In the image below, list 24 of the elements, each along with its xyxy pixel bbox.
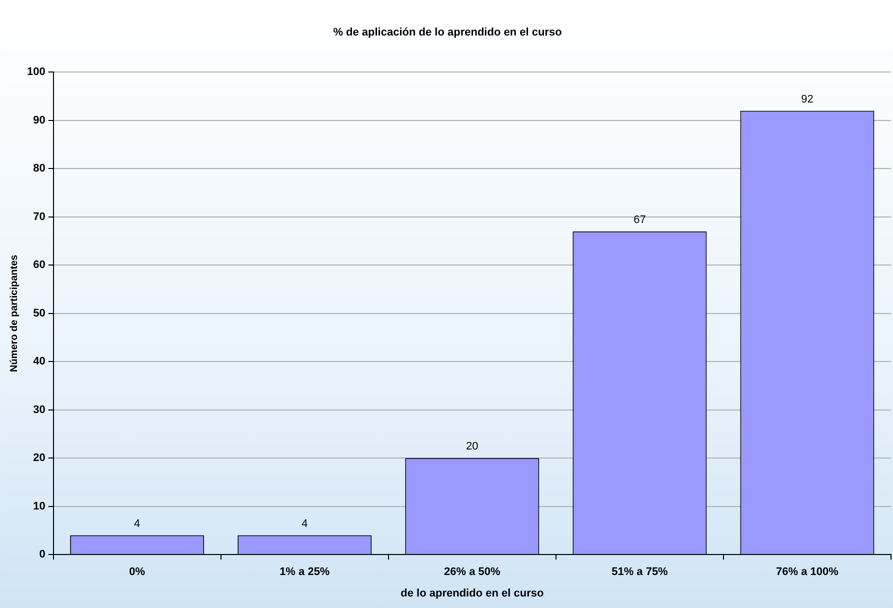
data-label: 20 — [466, 440, 478, 453]
x-tick-label: 26% a 50% — [444, 566, 501, 578]
x-axis-title: de lo aprendido en el curso — [400, 587, 544, 600]
x-tick-label: 1% a 25% — [280, 566, 330, 578]
y-tick-label: 80 — [33, 162, 46, 175]
y-tick-label: 30 — [33, 404, 46, 416]
y-tick-label: 100 — [26, 66, 46, 78]
data-label: 92 — [801, 93, 814, 106]
data-label: 67 — [634, 214, 646, 226]
y-tick-label: 10 — [33, 500, 46, 512]
y-tick-label: 90 — [33, 114, 46, 126]
y-axis-title: Número de participantes — [8, 254, 20, 372]
y-tick-label: 60 — [33, 259, 46, 272]
y-tick-label: 20 — [33, 452, 46, 464]
y-tick-label: 40 — [33, 356, 46, 368]
data-label: 4 — [302, 518, 308, 530]
y-tick-label: 50 — [33, 307, 46, 320]
x-tick-label: 0% — [129, 566, 146, 578]
y-tick-label: 0 — [39, 548, 46, 561]
data-label: 4 — [134, 518, 140, 530]
x-tick-label: 51% a 75% — [612, 566, 668, 578]
y-tick-label: 70 — [33, 210, 46, 223]
x-tick-label: 76% a 100% — [776, 566, 839, 578]
chart-title: % de aplicación de lo aprendido en el curso — [333, 26, 562, 39]
